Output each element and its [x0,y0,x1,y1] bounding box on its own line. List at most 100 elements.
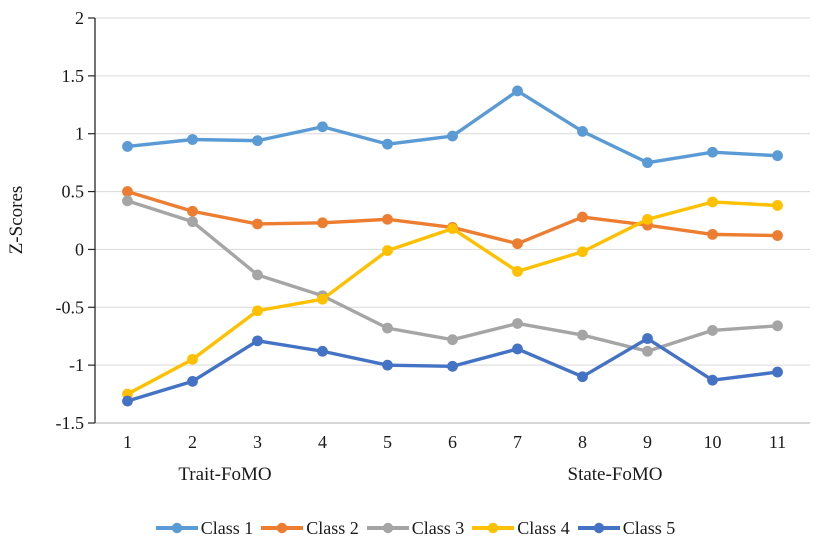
legend-circle [488,522,499,534]
x-axis-tick-label: 11 [769,432,786,452]
x-axis-tick-label: 10 [704,432,722,452]
legend-item-class-4: Class 4 [472,518,570,539]
legend-label: Class 1 [200,517,254,538]
data-point-marker [382,138,393,150]
x-axis-tick-label: 2 [188,432,197,452]
series-line [125,189,780,246]
legend-item-class-1: Class 1 [155,517,254,539]
axes [88,17,810,424]
data-point-marker [187,353,198,365]
legend-label: Class 5 [622,517,676,538]
line-chart: 2 1.5 1 0.5 0 -0.5 -1 -1.5 1 2 3 4 5 6 7 8 9 10 11 Trait-F… [6,8,810,485]
data-point-marker [577,211,588,223]
data-point-marker [512,238,523,250]
data-point-marker [252,305,263,317]
data-point-marker [707,228,718,240]
data-point-marker [642,213,653,225]
legend-label: Class 4 [517,517,570,538]
series-class-4 [122,196,783,400]
data-point-marker [772,320,783,332]
data-point-marker [707,196,718,208]
data-point-marker [512,343,523,355]
legend-label: Class 2 [306,517,359,538]
legend-circle [277,522,288,534]
series-lines [122,85,783,407]
data-point-marker [122,186,133,197]
series-class-1 [122,85,783,169]
x-axis-group-label: Trait-FoMO [178,464,271,485]
data-point-marker [447,130,458,142]
data-point-marker [122,141,133,152]
data-point-marker [252,218,263,230]
y-axis-tick-label: 0 [75,239,84,259]
data-point-marker [772,150,783,162]
y-axis-tick-label: -1 [69,355,84,375]
legend-label: Class 3 [411,517,465,538]
data-point-marker [382,322,393,334]
legend-marker-icon [577,522,620,534]
y-axis-tick-label: -0.5 [56,297,85,317]
legend-item-class-5: Class 5 [577,517,676,539]
data-point-marker [577,329,588,341]
legend-circle [593,522,604,534]
data-point-marker [447,223,458,235]
series-class-3 [122,195,783,357]
x-axis-tick-label: 5 [383,432,392,452]
legend-circle [171,522,182,534]
data-point-marker [382,245,393,256]
y-axis-tick-label: 0.5 [62,182,85,202]
chart-legend: Class 1 Class 2 Class 3 Class 4 Class 5 [0,512,831,544]
x-axis-tick-label: 8 [578,432,587,452]
data-point-marker [577,125,588,137]
y-axis-tick-label: 1.5 [62,66,85,86]
data-point-marker [187,134,198,145]
data-point-marker [187,216,198,228]
data-point-marker [187,375,198,387]
data-point-marker [317,345,328,357]
data-point-marker [382,359,393,371]
legend-circle [382,522,393,534]
x-axis-tick-label: 7 [513,432,522,452]
legend-item-class-3: Class 3 [366,517,465,539]
data-point-marker [707,146,718,158]
legend-marker-icon [366,522,409,534]
data-point-marker [317,217,328,229]
data-point-marker [317,121,328,133]
y-axis-tick-label: -1.5 [56,413,85,433]
data-point-marker [577,246,588,258]
x-axis-tick-label: 4 [318,432,327,452]
data-point-marker [577,371,588,383]
data-point-marker [772,230,783,241]
axis-tick-labels: 2 1.5 1 0.5 0 -0.5 -1 -1.5 1 2 3 4 5 6 7 8 9 10 11 [56,8,787,452]
series-class-2 [122,186,783,250]
x-axis-tick-label: 6 [448,432,457,452]
data-point-marker [642,157,653,169]
y-axis-tick-label: 1 [75,124,84,144]
series-line [125,89,780,165]
x-axis-group-label: State-FoMO [568,464,663,485]
x-axis-tick-label: 3 [253,432,262,452]
data-point-marker [512,85,523,97]
data-point-marker [642,333,653,344]
data-point-marker [252,135,263,147]
y-axis-tick-label: 2 [75,8,84,28]
series-class-5 [122,333,783,407]
y-axis-title: Z-Scores [6,186,27,255]
data-point-marker [447,334,458,346]
data-point-marker [252,335,263,347]
data-point-marker [512,318,523,329]
data-point-marker [512,266,523,277]
data-point-marker [707,374,718,386]
legend-marker-icon [472,522,515,534]
x-axis-group-labels: Trait-FoMO State-FoMO [178,464,662,485]
data-point-marker [252,269,263,281]
x-axis-tick-label: 1 [123,432,132,452]
data-point-marker [122,395,133,407]
data-point-marker [772,366,783,378]
x-axis-tick-label: 9 [643,432,652,452]
data-point-marker [317,293,328,305]
legend-item-class-2: Class 2 [261,518,359,539]
data-point-marker [707,325,718,336]
legend-marker-icon [155,522,198,534]
